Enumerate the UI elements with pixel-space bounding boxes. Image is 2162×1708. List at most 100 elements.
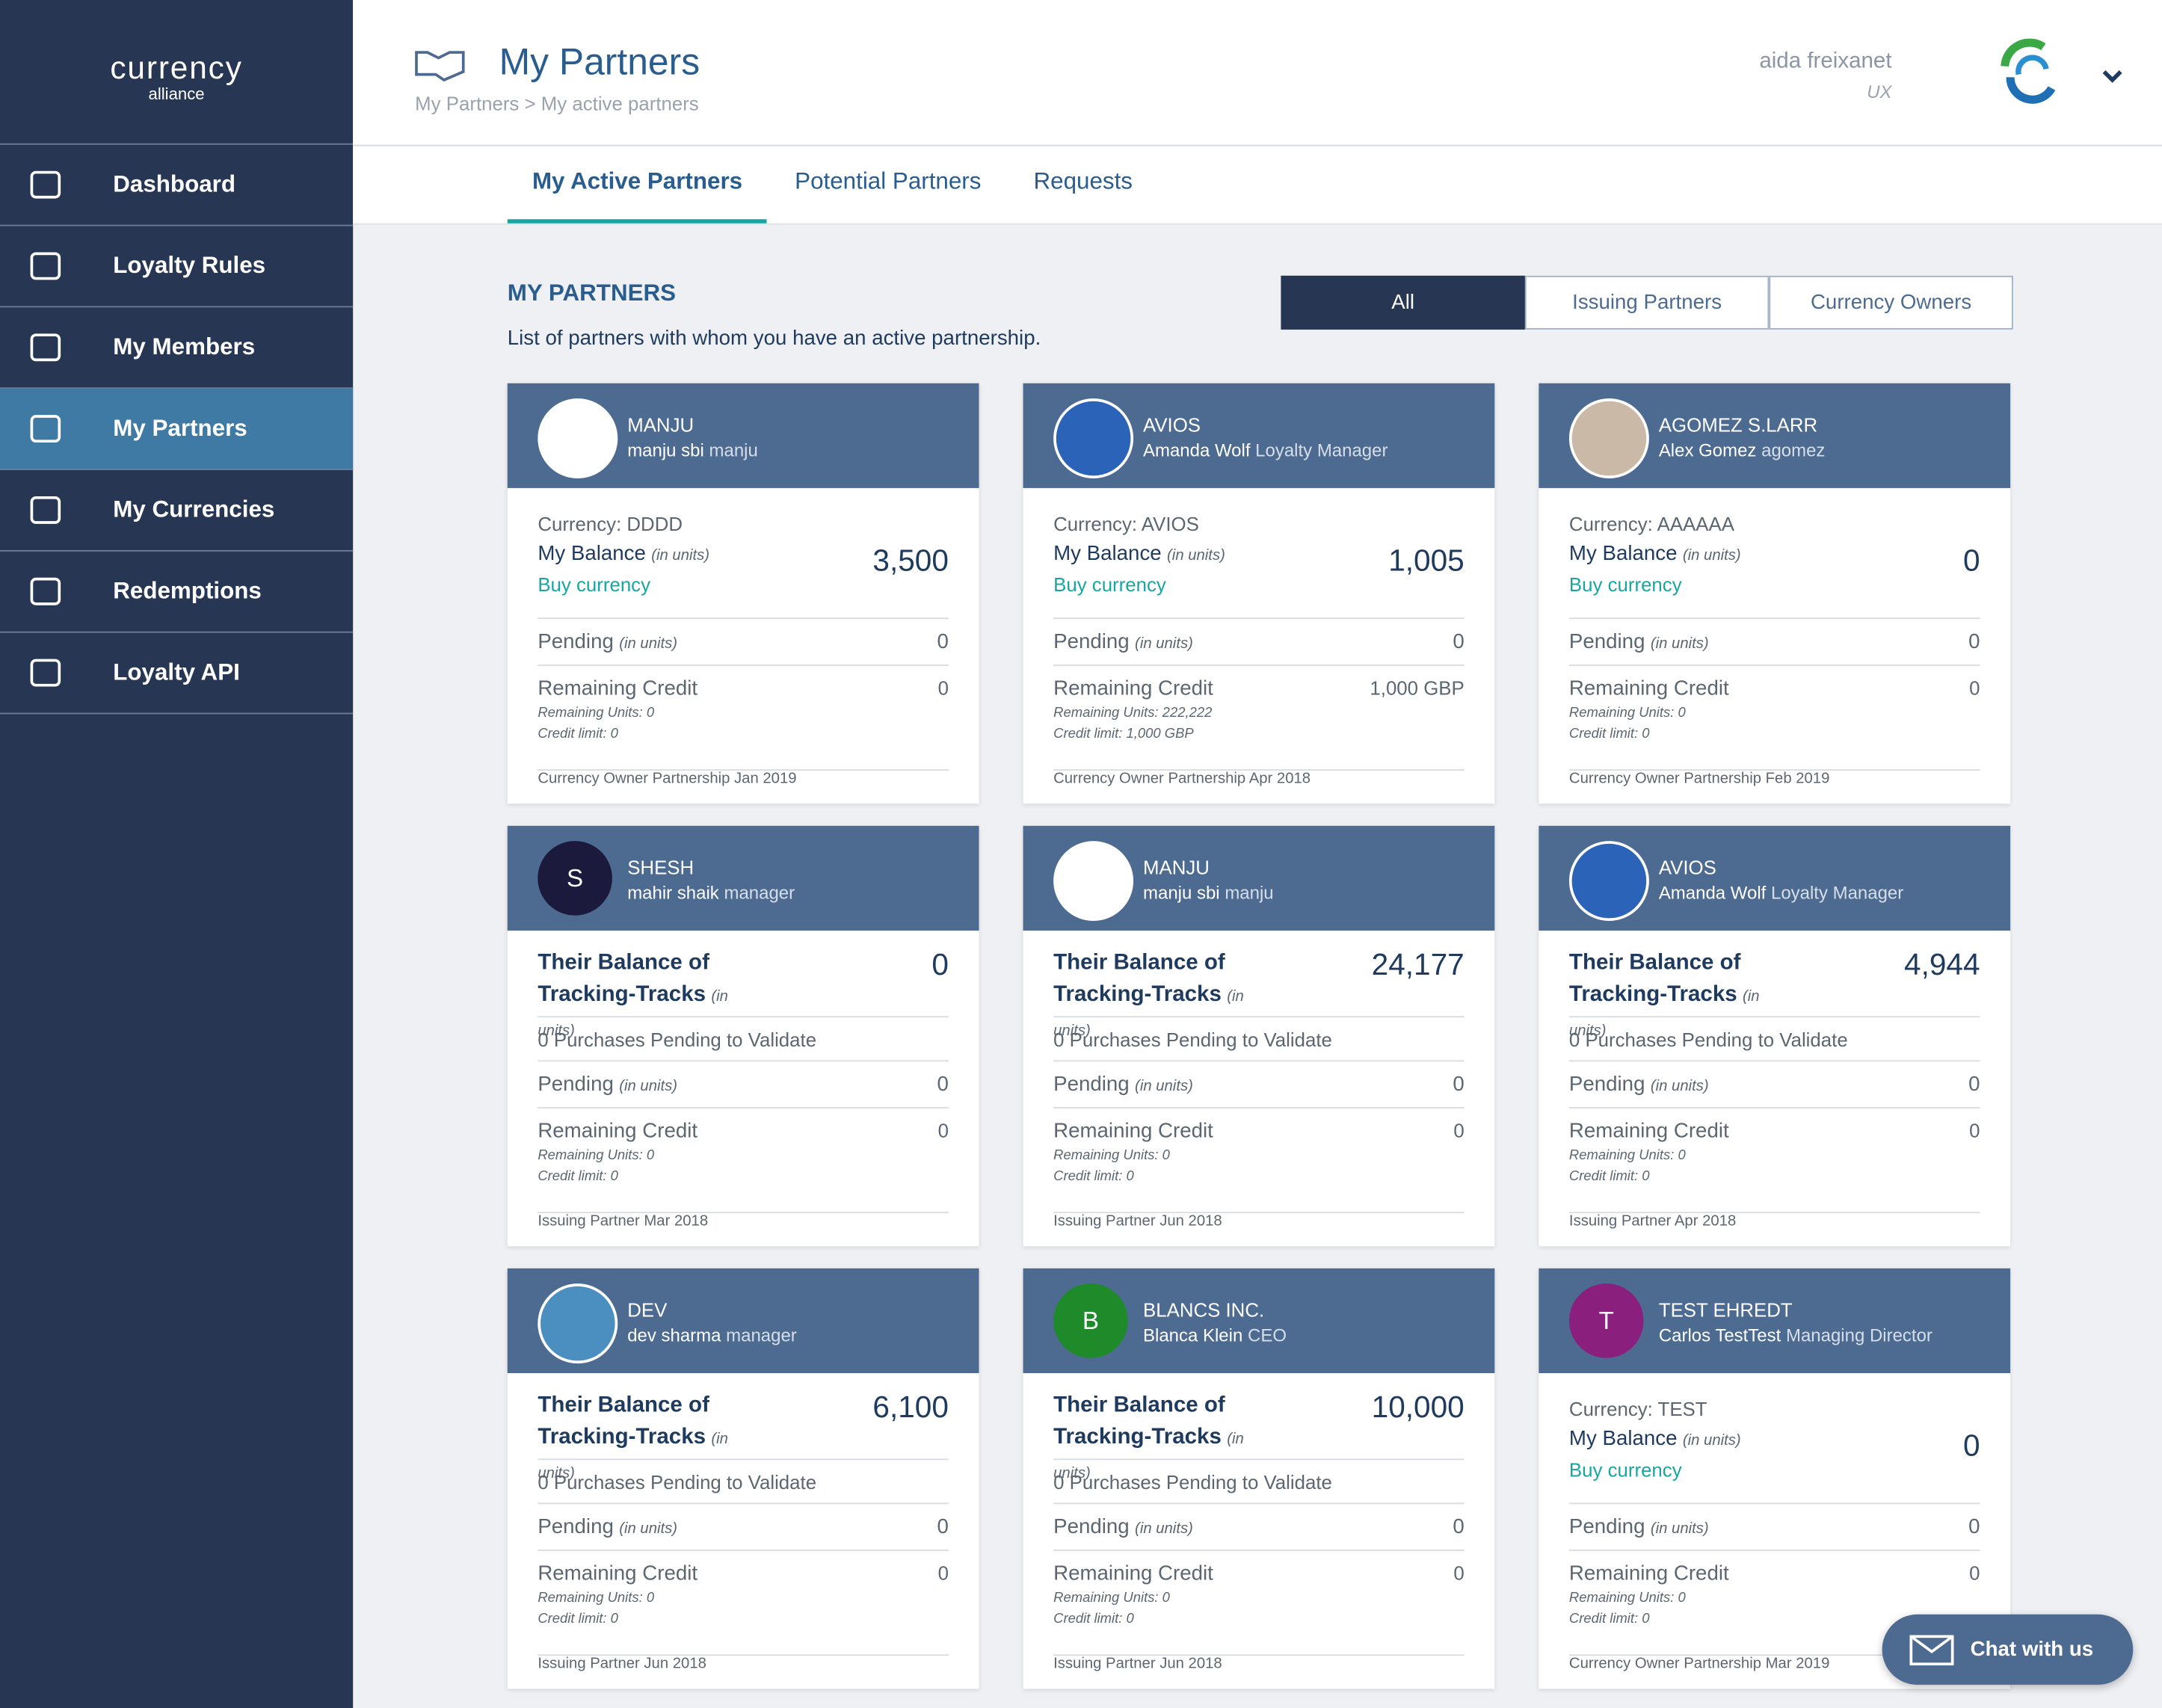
filter[interactable]: Currency Owners: [1769, 275, 2013, 330]
credit-label: Remaining Credit: [1053, 676, 1213, 700]
purchases-pending: 0 Purchases Pending to Validate: [538, 1470, 817, 1493]
user-role: UX: [1867, 81, 1892, 102]
partner-card: AGOMEZ S.LARR Alex Gomez agomez Currency: …: [1539, 383, 2011, 804]
balance-labels: Currency: AAAAAA My Balance (in units) Buy …: [1569, 513, 1741, 617]
contact-role: manju: [1225, 882, 1274, 904]
card-header: MANJU manju sbi manju: [1023, 825, 1495, 931]
contact-role: Loyalty Manager: [1770, 882, 1904, 904]
credit-labels: Remaining Credit Remaining Units: 0 Credit…: [1569, 677, 1729, 770]
user-avatar[interactable]: [1997, 38, 2063, 108]
purchases-pending: 0 Purchases Pending to Validate: [1053, 1470, 1332, 1493]
credit-row: Remaining Credit Remaining Units: 0 Credit…: [1568, 1551, 1980, 1656]
balance-label: Their Balance of Tracking-Tracks: [1568, 951, 1741, 1007]
nav-item[interactable]: Redemptions: [0, 552, 354, 633]
credit-value: 0: [1969, 676, 1980, 700]
card-footer: Currency Owner Partnership Jan 2019: [538, 771, 797, 788]
balance: 24,177: [1371, 947, 1465, 982]
partner-name: AVIOS: [1143, 413, 1201, 436]
nav-label: My Members: [113, 333, 256, 360]
balance-labels: Their Balance of Tracking-Tracks (in unit…: [1053, 947, 1246, 1040]
credit-limit: Credit limit: 0: [538, 1169, 618, 1185]
remaining-units: Remaining Units: 0: [538, 706, 655, 721]
tab[interactable]: My Active Partners: [507, 147, 768, 223]
remaining-units: Remaining Units: 222,222: [1053, 706, 1213, 721]
credit-value: 1,000 GBP: [1370, 676, 1465, 700]
contact-role: agomez: [1761, 440, 1826, 461]
balance: 1,005: [1388, 543, 1465, 578]
buy-currency[interactable]: Buy currency: [1568, 573, 1682, 596]
card-body: Currency: AAAAAA My Balance (in units) Buy …: [1539, 488, 2010, 771]
pending-value: 0: [1453, 1514, 1465, 1539]
partners-icon: [415, 51, 465, 82]
units: (in units): [1682, 1432, 1741, 1449]
pending-row: Pending (in units) 0: [1053, 1061, 1465, 1109]
section-description: List of partners with whom you have an a…: [507, 327, 1041, 351]
pending-label: Pending: [1568, 1514, 1645, 1538]
units: (in units): [651, 547, 710, 564]
breadcrumb[interactable]: My Partners > My active partners: [415, 92, 699, 115]
nav-item[interactable]: Loyalty API: [0, 633, 354, 715]
buy-currency[interactable]: Buy currency: [538, 573, 651, 596]
credit-value: 0: [1969, 1561, 1980, 1585]
pending-value: 0: [1968, 629, 1980, 654]
units: (in units): [1053, 988, 1244, 1040]
buy-currency[interactable]: Buy currency: [1568, 1458, 1682, 1481]
nav-icon: [30, 170, 61, 199]
credit-row: Remaining Credit Remaining Units: 0 Credit…: [1568, 1109, 1980, 1214]
tab[interactable]: Potential Partners: [795, 168, 982, 195]
avatar: S: [538, 841, 612, 916]
credit-row: Remaining Credit Remaining Units: 0 Credit…: [538, 666, 949, 771]
nav-icon: [30, 496, 61, 524]
avatar: [1568, 398, 1649, 479]
credit-labels: Remaining Credit Remaining Units: 0 Credit…: [538, 1562, 697, 1655]
partner-card: T TEST EHREDT Carlos TestTest Managing Dir…: [1539, 1268, 2011, 1689]
card-header: AGOMEZ S.LARR Alex Gomez agomez: [1539, 383, 2011, 488]
tab[interactable]: Requests: [1033, 168, 1133, 195]
units: (in units): [619, 635, 678, 652]
card-header: S SHESH mahir shaik manager: [507, 825, 979, 931]
contact-name: manju sbi: [1143, 882, 1220, 904]
nav-label: My Partners: [113, 415, 247, 442]
card-header: MANJU manju sbi manju: [507, 383, 979, 488]
partner-contact: manju sbi manju: [1143, 882, 1274, 903]
nav-item[interactable]: Dashboard: [0, 145, 354, 226]
nav-item[interactable]: My Currencies: [0, 470, 354, 552]
partner-name: AGOMEZ S.LARR: [1658, 413, 1818, 436]
buy-currency[interactable]: Buy currency: [1053, 573, 1166, 596]
contact-role: manager: [724, 882, 795, 904]
credit-label: Remaining Credit: [538, 676, 698, 700]
brand-sub: alliance: [148, 84, 205, 104]
purchases-row: 0 Purchases Pending to Validate: [1053, 1017, 1465, 1062]
contact-name: Alex Gomez: [1658, 440, 1757, 461]
balance-labels: Currency: TEST My Balance (in units) Buy cu…: [1569, 1398, 1741, 1502]
filter[interactable]: Issuing Partners: [1524, 275, 1770, 330]
partner-card: MANJU manju sbi manju Currency: DDDD My Bal…: [507, 383, 979, 804]
filter[interactable]: All: [1281, 275, 1525, 330]
nav-item[interactable]: My Members: [0, 307, 354, 389]
currency: Currency: DDDD: [538, 513, 683, 535]
credit-label: Remaining Credit: [1053, 1119, 1213, 1144]
nav-label: My Currencies: [113, 496, 275, 523]
partner-card: B BLANCS INC. Blanca Klein CEO Their Balanc…: [1023, 1268, 1495, 1689]
nav-icon: [30, 659, 61, 687]
avatar: [538, 398, 618, 479]
pending-label: Pending: [538, 1072, 614, 1096]
user-menu-toggle[interactable]: [2101, 69, 2124, 85]
credit-value: 0: [1969, 1119, 1980, 1142]
purchases-row: 0 Purchases Pending to Validate: [538, 1460, 949, 1505]
pending-labels: Pending (in units): [1053, 1072, 1193, 1097]
chat-button[interactable]: Chat with us: [1882, 1614, 2134, 1685]
nav-item[interactable]: My Partners: [0, 389, 354, 470]
nav-icon: [30, 415, 61, 443]
contact-name: manju sbi: [627, 440, 704, 461]
credit-label: Remaining Credit: [538, 1561, 698, 1586]
credit-label: Remaining Credit: [1053, 1561, 1213, 1586]
pending-row: Pending (in units) 0: [538, 1504, 949, 1551]
balance-label: My Balance: [1053, 541, 1162, 566]
brand: currency alliance: [0, 0, 354, 145]
sidebar: currency alliance Dashboard Loyalty Rules M…: [0, 0, 354, 1708]
credit-labels: Remaining Credit Remaining Units: 0 Credit…: [538, 677, 697, 770]
nav-item[interactable]: Loyalty Rules: [0, 226, 354, 308]
units: (in units): [1650, 635, 1709, 652]
pending-value: 0: [937, 1514, 949, 1539]
